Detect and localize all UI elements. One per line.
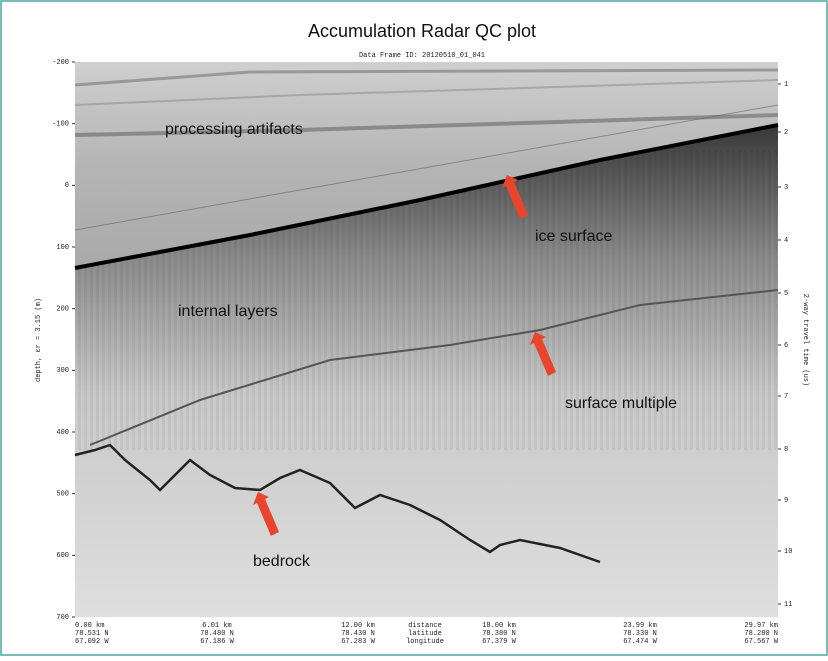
- bottom-label: 67.567 W: [744, 638, 778, 646]
- bottom-label: 67.186 W: [200, 638, 234, 646]
- frame-id: Data Frame ID: 20120510_01_041: [359, 52, 485, 60]
- annotation: bedrock: [253, 553, 311, 570]
- radargram: [75, 62, 778, 617]
- figure: Accumulation Radar QC plot Data Frame ID…: [0, 0, 828, 656]
- bottom-label: 78.480 N: [200, 630, 234, 638]
- bottom-label: 78.330 N: [623, 630, 657, 638]
- bottom-label: 0.00 km: [75, 622, 104, 630]
- bottom-label: 78.531 N: [75, 630, 109, 638]
- right-axis-label: 2-way travel time (us): [801, 294, 809, 386]
- bottom-label: 67.092 W: [75, 638, 109, 646]
- left-tick-label: 400: [56, 429, 69, 437]
- right-tick-label: 9: [784, 497, 788, 505]
- bottom-label: 6.01 km: [202, 622, 231, 630]
- right-tick-label: 7: [784, 393, 788, 401]
- left-tick-label: -100: [52, 121, 69, 129]
- bottom-label: 78.430 N: [341, 630, 375, 638]
- bottom-label: 23.99 km: [623, 622, 657, 630]
- bottom-label: 78.280 N: [744, 630, 778, 638]
- left-tick-label: 500: [56, 491, 69, 499]
- bottom-label: 78.380 N: [482, 630, 516, 638]
- left-tick-label: 300: [56, 367, 69, 375]
- annotation: surface multiple: [565, 395, 677, 412]
- right-tick-label: 1: [784, 81, 788, 89]
- annotation: internal layers: [178, 303, 278, 320]
- right-tick-label: 3: [784, 184, 788, 192]
- right-tick-label: 4: [784, 237, 788, 245]
- left-tick-label: 0: [65, 182, 69, 190]
- annotation: ice surface: [535, 228, 612, 245]
- bottom-label: 67.283 W: [341, 638, 375, 646]
- right-tick-label: 5: [784, 290, 788, 298]
- left-tick-label: -200: [52, 59, 69, 67]
- right-tick-label: 10: [784, 548, 792, 556]
- right-tick-label: 6: [784, 342, 788, 350]
- right-tick-label: 2: [784, 129, 788, 137]
- right-tick-label: 8: [784, 446, 788, 454]
- left-axis-label: depth, εr = 3.15 (m): [35, 298, 43, 382]
- title: Accumulation Radar QC plot: [308, 21, 536, 41]
- left-tick-label: 200: [56, 306, 69, 314]
- bottom-label: 67.474 W: [623, 638, 657, 646]
- left-tick-label: 100: [56, 244, 69, 252]
- bottom-label: 18.00 km: [482, 622, 516, 630]
- right-tick-label: 11: [784, 601, 792, 609]
- left-tick-label: 600: [56, 552, 69, 560]
- annotation: processing artifacts: [165, 121, 303, 138]
- bottom-label: distance: [408, 622, 442, 630]
- bottom-label: longitude: [406, 638, 444, 646]
- bottom-label: 67.379 W: [482, 638, 516, 646]
- left-tick-label: 700: [56, 614, 69, 622]
- bottom-label: latitude: [408, 630, 442, 638]
- bottom-label: 29.97 km: [744, 622, 778, 630]
- bottom-label: 12.00 km: [341, 622, 375, 630]
